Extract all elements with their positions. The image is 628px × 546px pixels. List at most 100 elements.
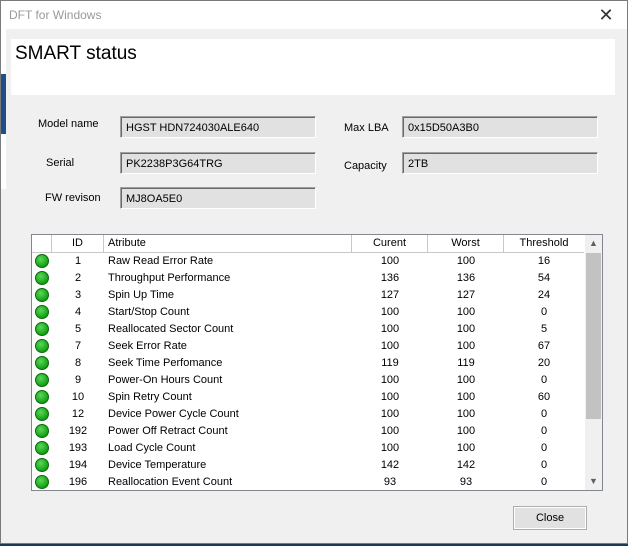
- max-lba-label: Max LBA: [344, 122, 389, 134]
- cell-worst: 100: [456, 255, 476, 267]
- window-title: DFT for Windows: [9, 8, 102, 22]
- cell-threshold: 20: [537, 357, 551, 369]
- cell-threshold: 5: [540, 323, 548, 335]
- status-ok-icon: [35, 441, 49, 455]
- column-header-id[interactable]: ID: [52, 235, 104, 252]
- cell-attribute: Device Power Cycle Count: [108, 408, 239, 420]
- table-row[interactable]: 194 Device Temperature 142 142 0: [32, 457, 584, 474]
- status-ok-icon: [35, 322, 49, 336]
- close-icon[interactable]: ✕: [598, 5, 614, 25]
- table-row[interactable]: 10 Spin Retry Count 100 100 60: [32, 389, 584, 406]
- cell-worst: 100: [456, 306, 476, 318]
- cell-current: 100: [380, 340, 400, 352]
- cell-current: 100: [380, 408, 400, 420]
- model-name-label: Model name: [38, 118, 99, 130]
- cell-id: 9: [74, 374, 82, 386]
- table-row[interactable]: 12 Device Power Cycle Count 100 100 0: [32, 406, 584, 423]
- cell-id: 10: [71, 391, 85, 403]
- column-header-attribute[interactable]: Atribute: [104, 235, 352, 252]
- vertical-scrollbar[interactable]: ▲ ▼: [585, 235, 602, 490]
- scroll-up-icon[interactable]: ▲: [589, 238, 598, 248]
- cell-threshold: 0: [540, 459, 548, 471]
- cell-current: 100: [380, 255, 400, 267]
- cell-worst: 100: [456, 323, 476, 335]
- status-ok-icon: [35, 305, 49, 319]
- cell-worst: 142: [456, 459, 476, 471]
- title-bar: DFT for Windows ✕: [1, 1, 627, 29]
- close-button[interactable]: Close: [513, 506, 587, 530]
- status-ok-icon: [35, 271, 49, 285]
- table-row[interactable]: 3 Spin Up Time 127 127 24: [32, 287, 584, 304]
- cell-current: 100: [380, 442, 400, 454]
- table-row[interactable]: 7 Seek Error Rate 100 100 67: [32, 338, 584, 355]
- cell-attribute: Raw Read Error Rate: [108, 255, 214, 267]
- serial-label: Serial: [46, 157, 75, 169]
- capacity-label: Capacity: [344, 160, 387, 172]
- cell-worst: 100: [456, 442, 476, 454]
- status-ok-icon: [35, 339, 49, 353]
- cell-worst: 93: [459, 476, 473, 488]
- cell-threshold: 0: [540, 425, 548, 437]
- table-row[interactable]: 1 Raw Read Error Rate 100 100 16: [32, 253, 584, 270]
- cell-current: 100: [380, 374, 400, 386]
- cell-worst: 127: [456, 289, 476, 301]
- cell-id: 5: [74, 323, 82, 335]
- cell-current: 119: [381, 357, 399, 369]
- status-ok-icon: [35, 424, 49, 438]
- cell-attribute: Spin Up Time: [108, 289, 175, 301]
- cell-attribute: Load Cycle Count: [108, 442, 196, 454]
- cell-id: 194: [68, 459, 88, 471]
- cell-attribute: Power-On Hours Count: [108, 374, 223, 386]
- status-ok-icon: [35, 373, 49, 387]
- cell-attribute: Spin Retry Count: [108, 391, 192, 403]
- max-lba-field: 0x15D50A3B0: [402, 116, 598, 138]
- table-row[interactable]: 192 Power Off Retract Count 100 100 0: [32, 423, 584, 440]
- cell-id: 7: [74, 340, 82, 352]
- column-header-worst[interactable]: Worst: [428, 235, 504, 252]
- fw-revision-label: FW revison: [45, 192, 101, 204]
- cell-current: 100: [380, 425, 400, 437]
- cell-id: 193: [68, 442, 88, 454]
- cell-threshold: 67: [537, 340, 551, 352]
- table-row[interactable]: 193 Load Cycle Count 100 100 0: [32, 440, 584, 457]
- cell-attribute: Device Temperature: [108, 459, 207, 471]
- cell-threshold: 24: [537, 289, 551, 301]
- column-header-current[interactable]: Curent: [352, 235, 428, 252]
- smart-attributes-table[interactable]: ID Atribute Curent Worst Threshold 1 Raw …: [31, 234, 603, 491]
- table-row[interactable]: 8 Seek Time Perfomance 119 119 20: [32, 355, 584, 372]
- table-row[interactable]: 2 Throughput Performance 136 136 54: [32, 270, 584, 287]
- cell-attribute: Seek Time Perfomance: [108, 357, 223, 369]
- cell-attribute: Start/Stop Count: [108, 306, 190, 318]
- scrollbar-thumb[interactable]: [586, 253, 601, 419]
- cell-worst: 136: [456, 272, 476, 284]
- cell-attribute: Power Off Retract Count: [108, 425, 228, 437]
- cell-id: 2: [74, 272, 82, 284]
- cell-current: 100: [380, 391, 400, 403]
- table-body: 1 Raw Read Error Rate 100 100 16 2 Throughput …: [32, 253, 584, 490]
- cell-worst: 100: [456, 391, 476, 403]
- cell-id: 3: [74, 289, 82, 301]
- table-row[interactable]: 5 Reallocated Sector Count 100 100 5: [32, 321, 584, 338]
- table-row[interactable]: 9 Power-On Hours Count 100 100 0: [32, 372, 584, 389]
- cell-threshold: 0: [540, 374, 548, 386]
- status-ok-icon: [35, 390, 49, 404]
- background-strip: [1, 29, 6, 189]
- scroll-down-icon[interactable]: ▼: [589, 476, 598, 486]
- cell-threshold: 0: [540, 306, 548, 318]
- cell-threshold: 16: [537, 255, 551, 267]
- cell-worst: 100: [456, 408, 476, 420]
- table-header: ID Atribute Curent Worst Threshold: [32, 235, 584, 253]
- status-ok-icon: [35, 288, 49, 302]
- model-name-field: HGST HDN724030ALE640: [120, 116, 316, 138]
- status-ok-icon: [35, 254, 49, 268]
- status-column-header[interactable]: [32, 235, 52, 252]
- cell-threshold: 0: [540, 408, 548, 420]
- table-row[interactable]: 4 Start/Stop Count 100 100 0: [32, 304, 584, 321]
- column-header-threshold[interactable]: Threshold: [519, 237, 569, 249]
- cell-current: 142: [380, 459, 400, 471]
- table-row[interactable]: 196 Reallocation Event Count 93 93 0: [32, 474, 584, 490]
- cell-threshold: 0: [540, 442, 548, 454]
- cell-attribute: Throughput Performance: [108, 272, 231, 284]
- cell-id: 192: [68, 425, 88, 437]
